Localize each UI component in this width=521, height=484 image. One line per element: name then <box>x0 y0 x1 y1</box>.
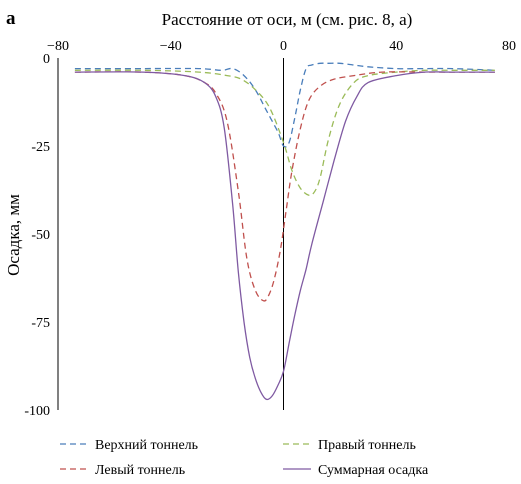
y-tick-label: -25 <box>31 140 50 155</box>
legend-label: Левый тоннель <box>95 463 185 478</box>
legend-item-right-tunnel: Правый тоннель <box>283 438 416 453</box>
y-tick-labels: 0 -25 -50 -75 -100 <box>24 52 50 419</box>
legend-label: Суммарная осадка <box>318 463 429 478</box>
x-tick-label: −80 <box>47 39 69 54</box>
legend: Верхний тоннель Правый тоннель Левый тонне… <box>60 438 429 478</box>
legend-label: Правый тоннель <box>318 438 416 453</box>
legend-item-upper-tunnel: Верхний тоннель <box>60 438 198 453</box>
y-tick-label: -50 <box>31 228 50 243</box>
y-tick-label: 0 <box>43 52 50 67</box>
left-tunnel-line <box>74 71 495 302</box>
y-tick-label: -75 <box>31 316 50 331</box>
legend-label: Верхний тоннель <box>95 438 198 453</box>
x-tick-label: 80 <box>502 39 516 54</box>
x-tick-label: 40 <box>389 39 403 54</box>
plot-series <box>74 62 495 401</box>
total-settlement-line <box>74 71 495 401</box>
right-tunnel-line <box>74 69 495 197</box>
x-axis-title: Расстояние от оси, м (см. рис. 8, а) <box>162 10 413 29</box>
legend-item-left-tunnel: Левый тоннель <box>60 463 185 478</box>
y-tick-label: -100 <box>24 404 50 419</box>
legend-item-total-settlement: Суммарная осадка <box>283 463 429 478</box>
panel-label: а <box>6 8 16 29</box>
x-tick-label: −40 <box>160 39 182 54</box>
y-axis-title: Осадка, мм <box>4 194 23 276</box>
x-tick-labels: −80 −40 0 40 80 <box>47 39 516 54</box>
x-tick-label: 0 <box>280 39 287 54</box>
upper-tunnel-line <box>74 62 495 148</box>
